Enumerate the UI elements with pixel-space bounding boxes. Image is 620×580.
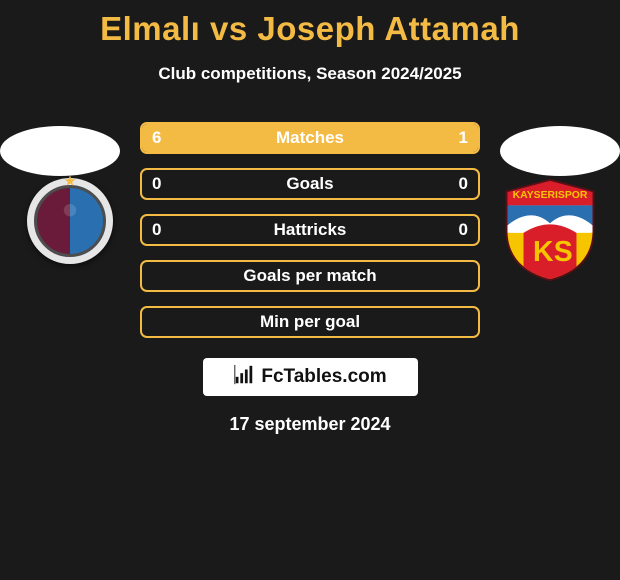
- stat-row: Goals per match: [140, 260, 480, 292]
- stat-label: Matches: [142, 124, 478, 152]
- stat-row: Hattricks0 0: [140, 214, 480, 246]
- brand-badge: FcTables.com: [203, 358, 418, 396]
- stat-label: Goals: [142, 170, 478, 198]
- stat-label: Hattricks: [142, 216, 478, 244]
- svg-text:K: K: [533, 236, 554, 268]
- club-logo-left: [20, 178, 120, 278]
- date: 17 september 2024: [0, 414, 620, 435]
- stat-row: Matches6 1: [140, 122, 480, 154]
- stat-row: Goals0 0: [140, 168, 480, 200]
- stat-row: Min per goal: [140, 306, 480, 338]
- stat-value-left: 0: [142, 170, 171, 198]
- stats-container: Matches61Goals00Hattricks00Goals per mat…: [140, 122, 480, 352]
- stat-value-right: 0: [449, 170, 478, 198]
- club-logo-right: KAYSERISPOR K S: [500, 178, 600, 278]
- subtitle: Club competitions, Season 2024/2025: [0, 64, 620, 84]
- svg-text:KAYSERISPOR: KAYSERISPOR: [513, 190, 588, 201]
- svg-text:S: S: [554, 236, 573, 268]
- stat-value-right: 1: [449, 124, 478, 152]
- stat-label: Goals per match: [142, 262, 478, 290]
- player-photo-right: [500, 126, 620, 176]
- stat-value-right: 0: [449, 216, 478, 244]
- kayserispor-crest-icon: KAYSERISPOR K S: [502, 178, 598, 282]
- trabzonspor-crest-icon: [27, 178, 113, 264]
- stat-label: Min per goal: [142, 308, 478, 336]
- bar-chart-icon: [233, 364, 255, 391]
- stat-value-left: 0: [142, 216, 171, 244]
- brand-text: FcTables.com: [261, 366, 386, 388]
- player-photo-left: [0, 126, 120, 176]
- page-title: Elmalı vs Joseph Attamah: [0, 0, 620, 48]
- stat-value-left: 6: [142, 124, 171, 152]
